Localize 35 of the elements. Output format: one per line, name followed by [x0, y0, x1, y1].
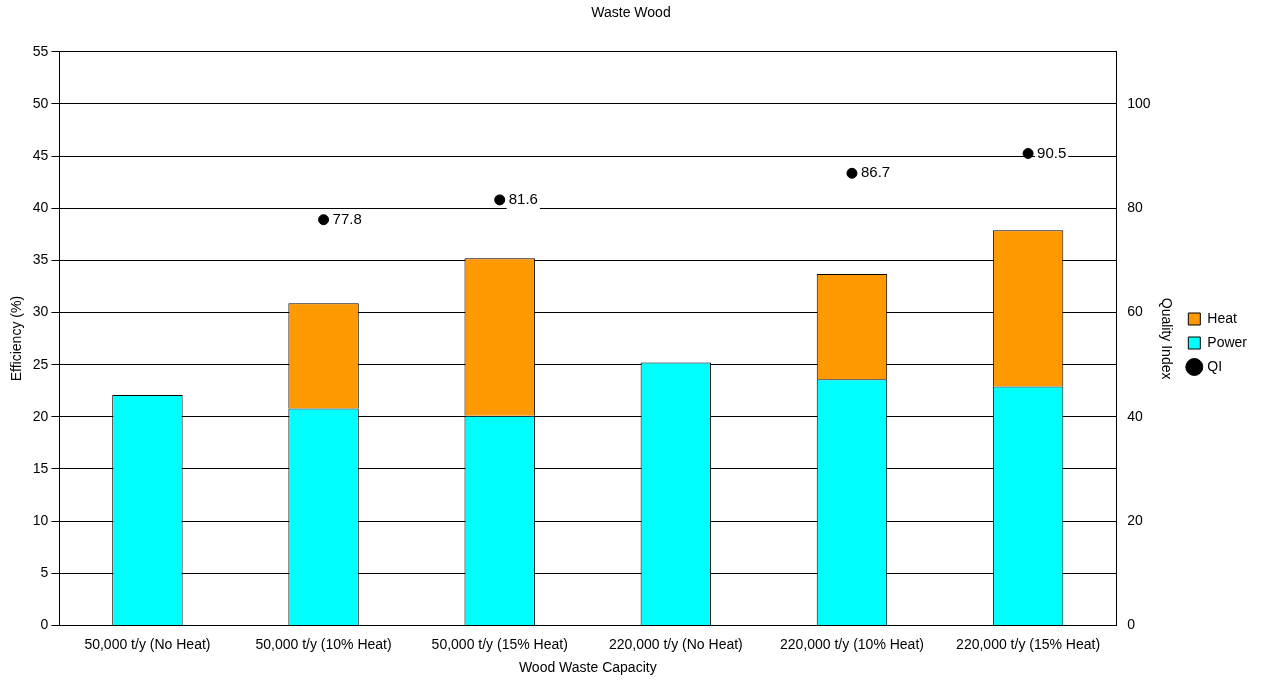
y-tick-label: 5 — [40, 564, 49, 581]
legend-label: Power — [1207, 333, 1248, 350]
x-tick-label: 220,000 t/y (10% Heat) — [779, 635, 924, 652]
data-label: 86.7 — [860, 163, 891, 181]
x-tick-label: 50,000 t/y (10% Heat) — [255, 635, 392, 652]
x-tick-label: 50,000 t/y (15% Heat) — [431, 635, 568, 652]
y2-tick-label: 0 — [1127, 616, 1136, 633]
y-tick-label: 0 — [40, 616, 49, 633]
x-tick-label: 50,000 t/y (No Heat) — [84, 635, 211, 652]
y2-axis-title: Quality Index — [1159, 297, 1176, 380]
y-tick-label: 10 — [32, 511, 49, 528]
y-axis-title: Efficiency (%) — [8, 295, 25, 382]
y-tick-label: 30 — [32, 303, 49, 320]
x-tick-label: 220,000 t/y (No Heat) — [608, 635, 743, 652]
y-tick-label: 50 — [32, 94, 49, 111]
legend-label: QI — [1207, 357, 1223, 374]
y-tick-label: 20 — [32, 407, 49, 424]
x-tick-label: 220,000 t/y (15% Heat) — [956, 635, 1101, 652]
y-tick-label: 25 — [32, 355, 49, 372]
y-tick-label: 40 — [32, 199, 49, 216]
chart-title: Waste Wood — [591, 4, 671, 21]
y2-tick-label: 80 — [1127, 199, 1143, 216]
y2-tick-label: 40 — [1127, 407, 1143, 424]
y-tick-label: 15 — [32, 459, 49, 476]
legend-label: Heat — [1207, 309, 1237, 326]
data-label: 77.8 — [332, 209, 362, 227]
y-tick-label: 45 — [32, 146, 49, 163]
data-label: 90.5 — [1037, 143, 1067, 161]
x-axis-title: Wood Waste Capacity — [518, 659, 657, 676]
y-tick-label: 55 — [32, 42, 49, 59]
y2-tick-label: 60 — [1127, 303, 1143, 320]
y2-tick-label: 100 — [1127, 94, 1151, 111]
y2-tick-label: 20 — [1127, 511, 1143, 528]
y-tick-label: 35 — [32, 251, 49, 268]
data-label: 81.6 — [508, 190, 538, 208]
